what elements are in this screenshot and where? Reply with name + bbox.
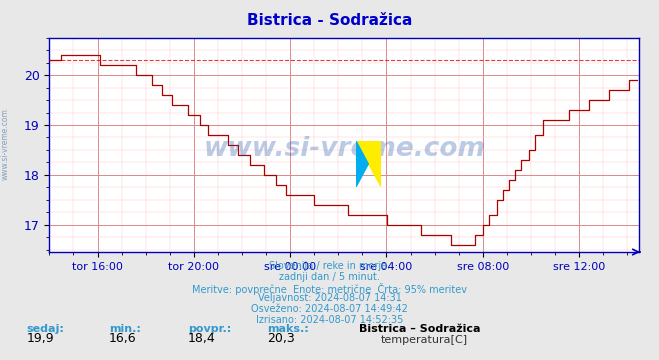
Text: Izrisano: 2024-08-07 14:52:35: Izrisano: 2024-08-07 14:52:35 — [256, 315, 403, 325]
Text: 19,9: 19,9 — [26, 332, 54, 345]
Text: min.:: min.: — [109, 324, 140, 334]
Text: Bistrica - Sodražica: Bistrica - Sodražica — [247, 13, 412, 28]
Text: zadnji dan / 5 minut.: zadnji dan / 5 minut. — [279, 272, 380, 282]
Text: Slovenija / reke in morje.: Slovenija / reke in morje. — [269, 261, 390, 271]
Text: www.si-vreme.com: www.si-vreme.com — [204, 136, 485, 162]
Text: Meritve: povprečne  Enote: metrične  Črta: 95% meritev: Meritve: povprečne Enote: metrične Črta:… — [192, 283, 467, 294]
Text: 20,3: 20,3 — [267, 332, 295, 345]
Text: www.si-vreme.com: www.si-vreme.com — [1, 108, 10, 180]
Text: Osveženo: 2024-08-07 14:49:42: Osveženo: 2024-08-07 14:49:42 — [251, 304, 408, 314]
Polygon shape — [356, 140, 368, 187]
Text: 18,4: 18,4 — [188, 332, 215, 345]
Text: maks.:: maks.: — [267, 324, 308, 334]
Text: Bistrica – Sodražica: Bistrica – Sodražica — [359, 324, 480, 334]
Text: Veljavnost: 2024-08-07 14:31: Veljavnost: 2024-08-07 14:31 — [258, 293, 401, 303]
Text: sedaj:: sedaj: — [26, 324, 64, 334]
Text: temperatura[C]: temperatura[C] — [380, 335, 467, 345]
Polygon shape — [356, 140, 381, 187]
Text: povpr.:: povpr.: — [188, 324, 231, 334]
Text: 16,6: 16,6 — [109, 332, 136, 345]
